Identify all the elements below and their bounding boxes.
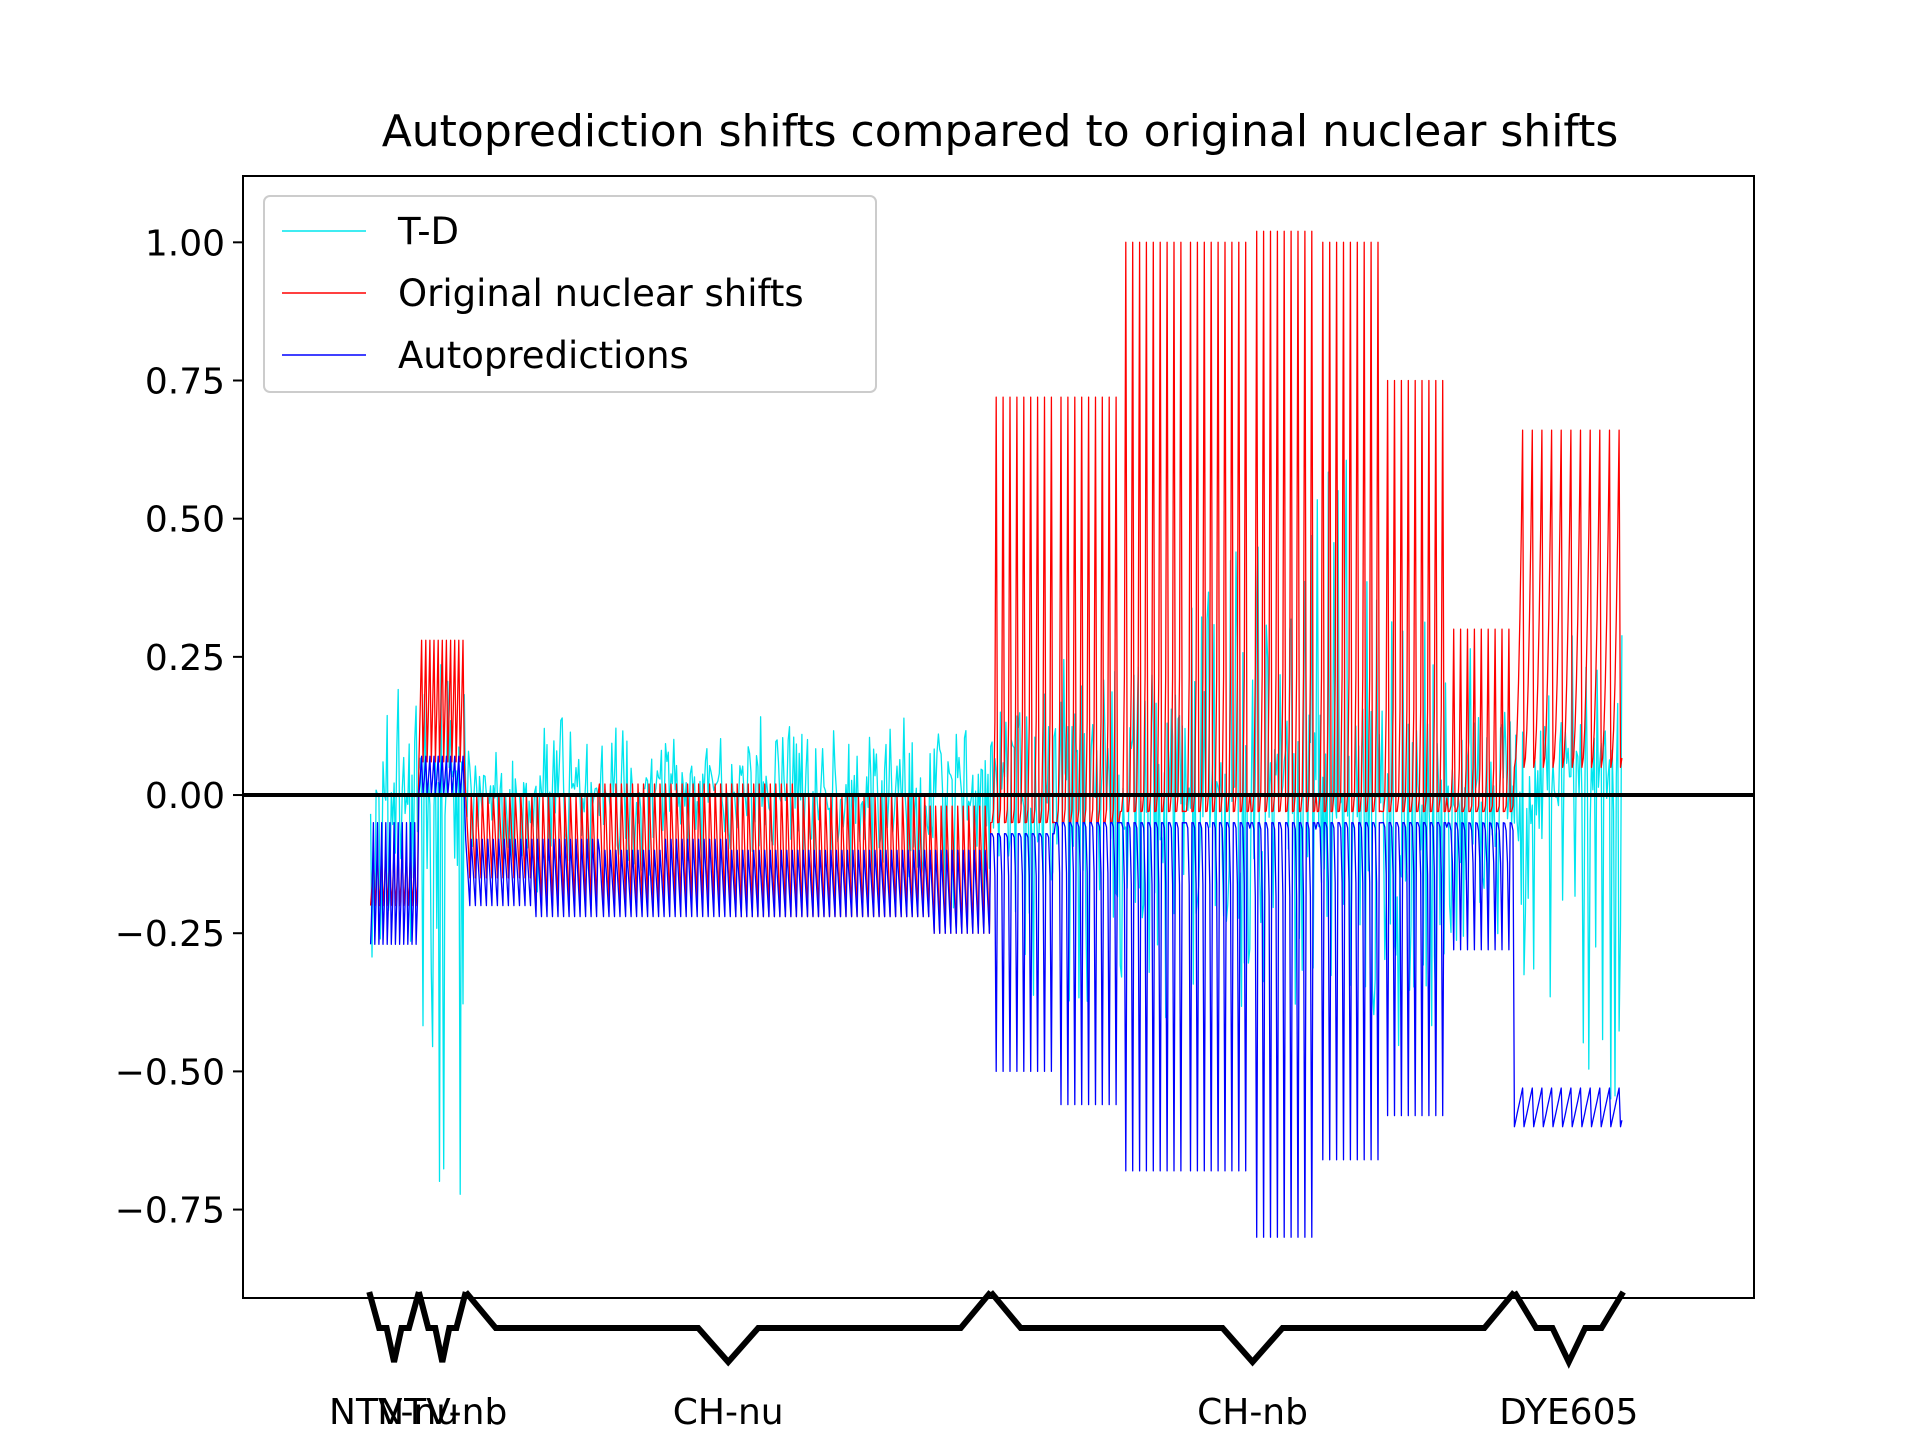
legend-entry-label: Autopredictions [398,334,689,377]
group-label: NTV-nu [329,1392,459,1433]
y-tick-label: 0.50 [145,500,225,541]
y-tick-label: 0.00 [145,776,225,817]
group-brace [366,1291,422,1363]
legend-box [263,195,877,393]
group-brace [415,1291,469,1363]
legend: T-D Original nuclear shifts Autoprediction… [263,195,877,393]
legend-entry-label: T-D [397,210,459,253]
group-brace [463,1290,994,1367]
group-brace [988,1290,1517,1367]
group-label: CH-nb [1197,1392,1308,1433]
group-label: NTV-nb [377,1392,507,1433]
chart-title: Autoprediction shifts compared to origin… [382,106,1619,157]
y-tick-label: −0.75 [115,1191,225,1232]
y-tick-label: 1.00 [145,223,225,264]
y-tick-label: 0.25 [145,638,225,679]
y-tick-label: −0.50 [115,1052,225,1093]
y-axis: −0.75 −0.50 −0.25 0.00 0.25 0.50 0.75 1.00 [115,223,243,1232]
series-layer [369,230,1623,1238]
group-brace [1511,1290,1626,1369]
series-autopredictions-line [369,755,1623,1238]
y-tick-label: 0.75 [145,362,225,403]
y-tick-label: −0.25 [115,914,225,955]
group-label: CH-nu [673,1392,784,1433]
series-original-nuclear-shifts-line [369,230,1623,934]
group-label: DYE605 [1499,1392,1638,1433]
legend-entry-label: Original nuclear shifts [398,272,804,315]
